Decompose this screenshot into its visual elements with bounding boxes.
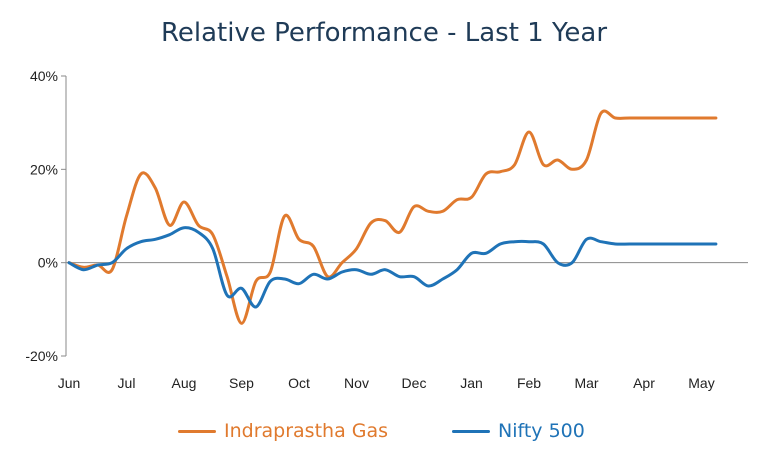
x-tick-label: Jan [460, 375, 483, 391]
x-tick-label: Aug [172, 375, 197, 391]
legend-swatch-indraprastha-gas [178, 429, 216, 433]
x-tick-label: Nov [344, 375, 369, 391]
x-tick-label: Oct [288, 375, 310, 391]
x-tick-label: Mar [574, 375, 598, 391]
legend-label-nifty-500: Nifty 500 [498, 420, 585, 442]
series-line-nifty-500 [67, 226, 718, 309]
x-tick-label: May [688, 375, 714, 391]
x-tick-label: Sep [229, 375, 254, 391]
x-tick-label: Apr [633, 375, 655, 391]
chart-title: Relative Performance - Last 1 Year [160, 18, 608, 48]
legend-label-indraprastha-gas: Indraprastha Gas [224, 420, 389, 442]
x-tick-label: Jul [118, 375, 136, 391]
x-tick-label: Feb [517, 375, 541, 391]
y-tick-label: -20% [25, 348, 58, 364]
y-tick-label: 20% [30, 161, 58, 177]
legend-item-indraprastha-gas: Indraprastha Gas [178, 420, 388, 442]
series-line-indraprastha-gas [67, 109, 718, 325]
legend: Indraprastha Gas Nifty 500 [0, 420, 768, 448]
x-tick-label: Jun [58, 375, 81, 391]
y-tick-label: 40% [30, 68, 58, 84]
x-tick-label: Dec [402, 375, 427, 391]
legend-item-nifty-500: Nifty 500 [452, 420, 585, 442]
legend-swatch-nifty-500 [452, 429, 490, 433]
y-tick-label: 0% [38, 255, 58, 271]
